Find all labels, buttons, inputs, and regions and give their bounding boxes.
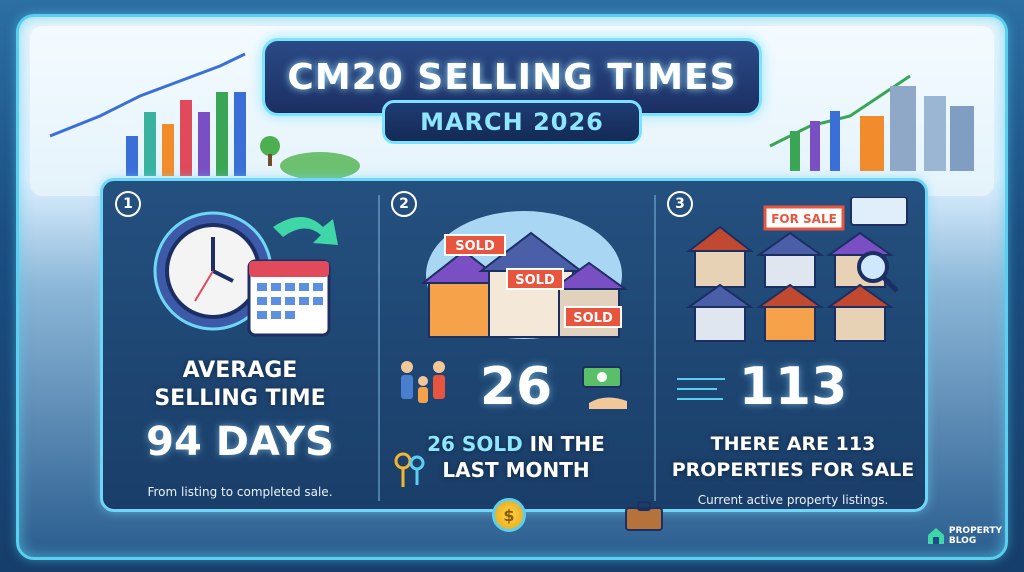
card-description: Current active property listings.: [697, 493, 889, 507]
title-banner: CM20 SELLING TIMES: [262, 38, 762, 116]
left-bar-chart-icon: [49, 52, 246, 176]
for-sale-count-stat: 113: [738, 357, 848, 417]
average-days-stat: 94 DAYS: [146, 419, 334, 465]
card-heading-line1: THERE ARE 113: [710, 433, 876, 455]
card-average-selling-time: 1 AVERAGE SELLING TIME 94 DAYS From list…: [103, 181, 377, 509]
card-heading: THERE ARE 113 PROPERTIES FOR SALE: [655, 431, 931, 483]
keys-icon: [394, 452, 425, 487]
family-icon: [401, 361, 445, 403]
card-number-badge: 1: [115, 191, 141, 217]
property-blog-logo: PROPERTY BLOG: [927, 526, 1002, 546]
coin-icon: $: [492, 498, 526, 532]
card-properties-for-sale: 3 FOR SALE 113 THERE ARE 113 PROPERT: [655, 181, 931, 509]
sold-count-stat: 26: [479, 357, 553, 417]
card-sold-last-month: 2 SOLD SOLD SOLD 26 26 SO: [379, 181, 653, 509]
right-city-icon: [769, 74, 974, 171]
sold-sign-3: SOLD: [573, 311, 613, 326]
card-heading-line2: LAST MONTH: [442, 458, 590, 482]
logo-house-icon: [927, 528, 944, 544]
card-heading-line2: SELLING TIME: [154, 386, 326, 411]
list-lines-icon: [677, 378, 725, 400]
card-number-badge: 3: [667, 191, 693, 217]
card-description: From listing to completed sale.: [147, 485, 333, 499]
sold-highlight: 26 SOLD: [427, 432, 523, 456]
card-heading: 26 SOLD IN THE LAST MONTH: [379, 431, 653, 483]
card-heading-line1: AVERAGE: [182, 358, 298, 383]
stats-panel: 1 AVERAGE SELLING TIME 94 DAYS From list…: [100, 178, 928, 512]
column-divider: [654, 195, 656, 501]
logo-line1: PROPERTY: [948, 526, 1002, 536]
card-heading-line1: 26 SOLD IN THE: [379, 431, 653, 457]
sold-sign-1: SOLD: [455, 239, 495, 254]
page-title: CM20 SELLING TIMES: [287, 56, 737, 98]
skyline-illustration: [49, 52, 974, 180]
for-sale-sign: FOR SALE: [771, 212, 837, 226]
briefcase-icon: [625, 501, 663, 531]
subtitle-banner: MARCH 2026: [382, 100, 642, 144]
card-heading-line2: PROPERTIES FOR SALE: [671, 459, 915, 481]
page-subtitle: MARCH 2026: [420, 108, 604, 136]
column-divider: [378, 195, 380, 501]
trees-icon: [260, 136, 360, 180]
logo-line2: BLOG: [948, 536, 977, 546]
card-number-badge: 2: [391, 191, 417, 217]
sold-houses-icon: SOLD SOLD SOLD: [420, 211, 629, 339]
sold-rest: IN THE: [522, 432, 605, 456]
for-sale-houses-icon: FOR SALE: [685, 197, 908, 342]
clock-calendar-icon: [153, 211, 338, 337]
money-hand-icon: [582, 366, 627, 409]
sold-sign-2: SOLD: [515, 273, 555, 288]
card-heading: AVERAGE SELLING TIME: [103, 357, 377, 413]
